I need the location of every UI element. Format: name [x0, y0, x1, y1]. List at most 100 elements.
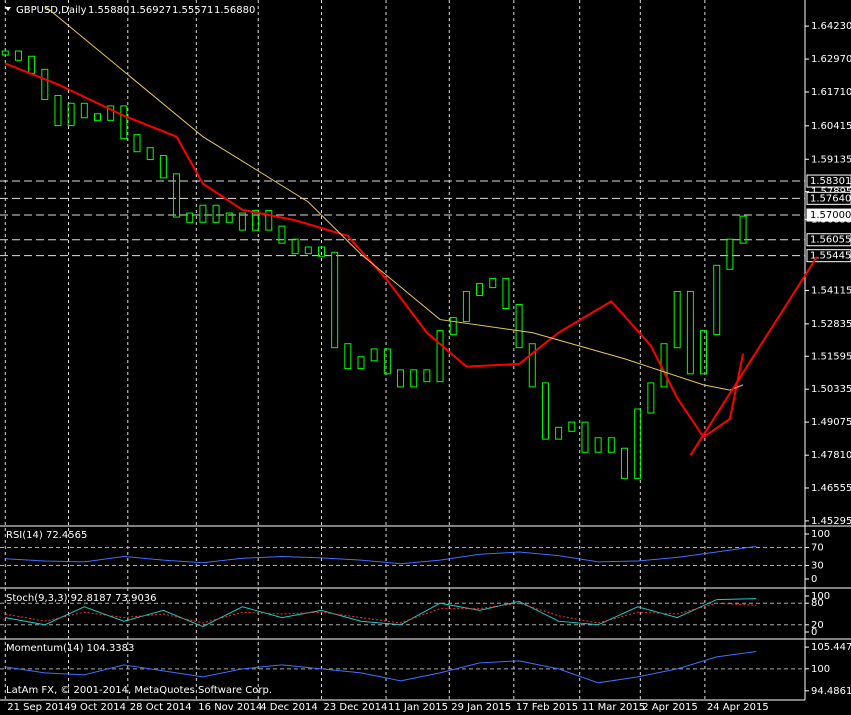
x-tick-label: 29 Jan 2015	[451, 702, 511, 713]
candle	[476, 283, 484, 296]
candle	[713, 264, 721, 336]
y-tick-label: 100	[811, 664, 830, 675]
candle	[555, 426, 563, 440]
candle	[304, 246, 312, 255]
low: 1.55571	[172, 5, 213, 16]
x-tick-label: 9 Oct 2014	[71, 702, 126, 713]
candle	[357, 356, 365, 370]
menu-arrow	[5, 7, 11, 11]
candle	[67, 102, 75, 127]
x-tick-label: 11 Jan 2015	[388, 702, 448, 713]
y-tick-label: 1.60415	[811, 121, 851, 132]
candle	[489, 277, 497, 289]
x-tick-label: 24 Apr 2015	[707, 702, 769, 713]
candle	[54, 94, 62, 127]
x-tick-label: 21 Sep 2014	[7, 702, 70, 713]
candle	[462, 290, 470, 323]
candle	[252, 209, 260, 231]
level-label: 1.56055	[810, 235, 851, 246]
y-tick-label: 30	[811, 561, 824, 572]
candle	[265, 209, 273, 231]
candle	[317, 246, 325, 257]
candle	[607, 437, 615, 453]
y-tick-label: 1.54115	[811, 285, 851, 296]
candle	[107, 105, 115, 121]
y-tick-label: 1.52835	[811, 319, 851, 330]
indicator-title: RSI(14) 72.4565	[6, 530, 87, 541]
candle	[647, 382, 655, 414]
x-tick-label: 28 Oct 2014	[130, 702, 192, 713]
candle	[383, 348, 391, 375]
y-tick-label: 1.50335	[811, 384, 851, 395]
candle	[173, 173, 181, 218]
candle	[41, 68, 49, 100]
candle	[133, 134, 141, 153]
candle	[528, 343, 536, 388]
candle	[660, 343, 668, 388]
candle	[238, 212, 246, 231]
moving-average	[44, 5, 744, 391]
candle	[726, 238, 734, 270]
y-tick-label: 94.4861	[811, 686, 851, 697]
indicator-line	[5, 598, 757, 628]
high: 1.56927	[130, 5, 171, 16]
y-tick-label: 1.61710	[811, 87, 851, 98]
indicator-line	[5, 651, 757, 684]
level-box	[806, 249, 851, 263]
candle	[331, 251, 339, 349]
y-tick-label: 100	[811, 529, 830, 540]
candle	[568, 421, 576, 432]
level-box	[806, 233, 851, 247]
moving-average	[689, 256, 818, 456]
y-tick-label: 1.46555	[811, 483, 851, 494]
y-tick-label: 0	[811, 574, 817, 585]
indicator-line	[5, 602, 757, 624]
candle	[594, 437, 602, 453]
candle	[14, 50, 22, 61]
candle	[146, 147, 154, 161]
y-tick-label: 20	[811, 620, 824, 631]
candle	[291, 238, 299, 255]
candle	[199, 204, 207, 223]
level-label: 1.55445	[810, 251, 851, 262]
candle	[621, 447, 629, 479]
x-tick-label: 2 Apr 2015	[642, 702, 697, 713]
indicator-title: Momentum(14) 104.3383	[6, 643, 134, 654]
y-tick-label: 1.47810	[811, 450, 851, 461]
y-tick-label: 80	[811, 598, 824, 609]
y-tick-label: 1.59135	[811, 154, 851, 165]
y-tick-label: 1.64230	[811, 21, 851, 32]
candle	[120, 105, 128, 140]
x-tick-label: 16 Nov 2014	[198, 702, 262, 713]
candle	[502, 277, 510, 310]
candle	[581, 421, 589, 453]
level-label: 1.58301	[810, 176, 851, 187]
candle	[93, 113, 101, 121]
candle	[673, 290, 681, 349]
x-tick-label: 17 Feb 2015	[516, 702, 578, 713]
candle	[159, 155, 167, 179]
candle	[225, 212, 233, 223]
candle	[278, 225, 286, 244]
moving-average	[4, 62, 745, 439]
candle	[449, 317, 457, 336]
symbol: GBPUSD,Daily	[16, 5, 87, 16]
candle	[370, 348, 378, 362]
x-tick-label: 4 Dec 2014	[260, 702, 318, 713]
open: 1.55880	[88, 5, 129, 16]
level-label: 1.57000	[810, 210, 851, 221]
candle	[410, 369, 418, 388]
level-box	[806, 208, 851, 222]
level-box	[806, 174, 851, 188]
x-tick-label: 11 Mar 2015	[582, 702, 645, 713]
indicator-title: Stoch(9,3,3) 92.8187 73.9036	[6, 593, 157, 604]
candle	[1, 50, 9, 56]
candle	[80, 102, 88, 119]
candle	[423, 369, 431, 383]
y-tick-label: 1.45295	[811, 516, 851, 527]
candle	[686, 290, 694, 375]
y-tick-label: 70	[811, 543, 824, 554]
candle	[515, 304, 523, 349]
candle	[344, 343, 352, 370]
